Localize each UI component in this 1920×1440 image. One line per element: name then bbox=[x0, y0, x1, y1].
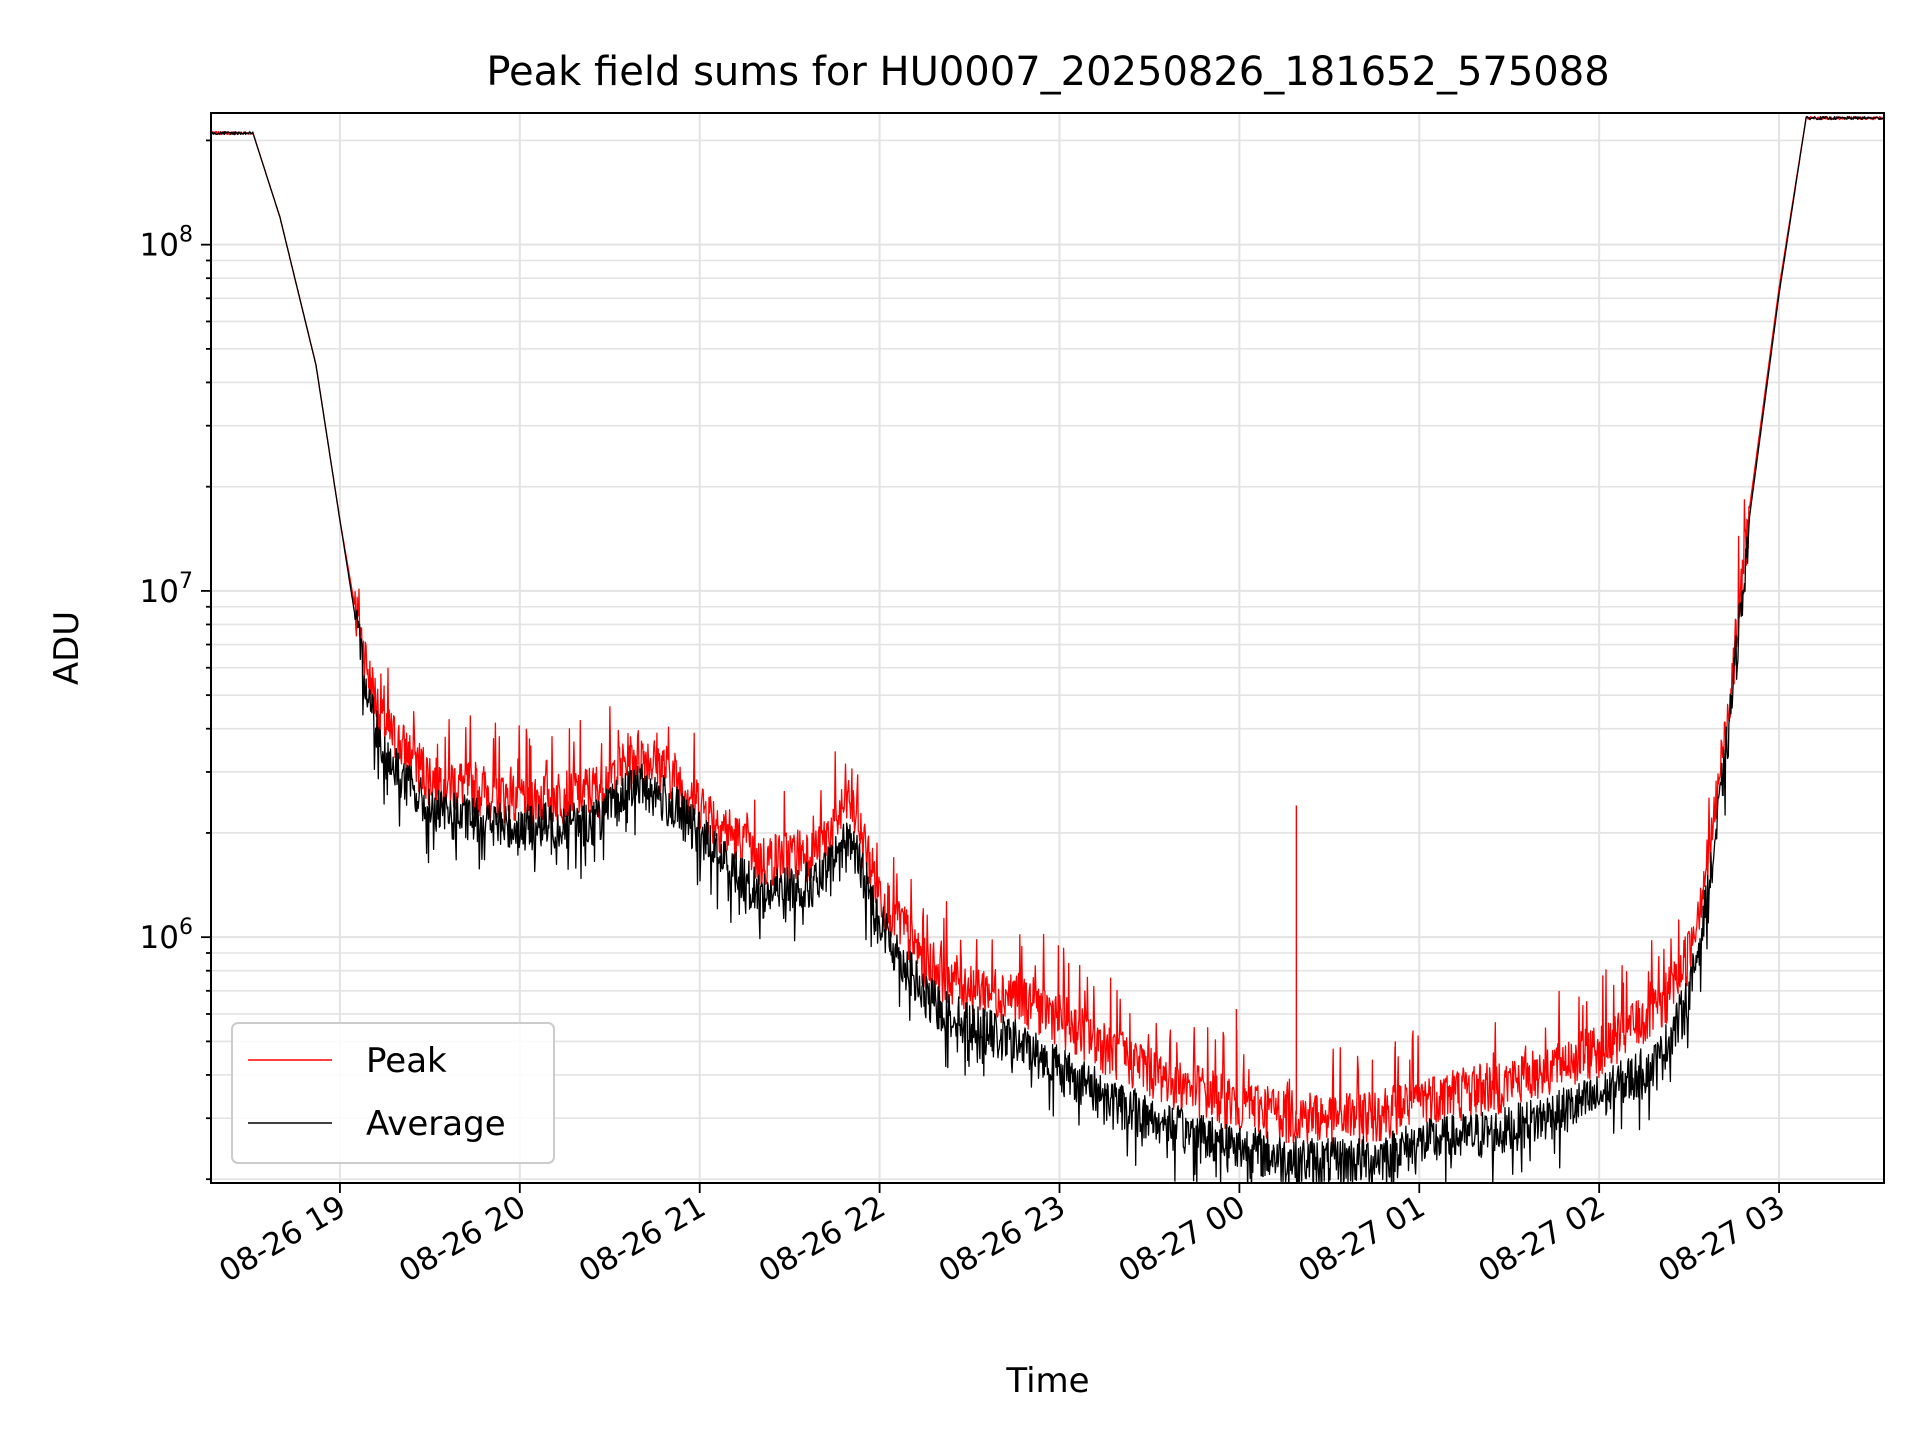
x-tick-label: 08-26 20 bbox=[393, 1189, 532, 1290]
series-layer bbox=[211, 115, 1884, 1183]
y-tick-label-base: 10 bbox=[140, 574, 179, 610]
legend-peak-label: Peak bbox=[366, 1041, 447, 1081]
x-axis-label: Time bbox=[1005, 1361, 1089, 1401]
x-tick-label: 08-26 21 bbox=[573, 1189, 712, 1290]
y-tick-label: 106 bbox=[140, 915, 193, 956]
y-tick-label-base: 10 bbox=[140, 920, 179, 956]
x-tick-label: 08-26 23 bbox=[933, 1189, 1072, 1290]
x-tick-label: 08-27 00 bbox=[1113, 1189, 1252, 1290]
x-axis: 08-26 19 08-26 20 08-26 21 08-26 22 08-26 23… bbox=[213, 1183, 1791, 1290]
x-tick-label: 08-27 03 bbox=[1652, 1189, 1791, 1290]
x-tick-label: 08-27 02 bbox=[1472, 1189, 1611, 1290]
x-tick-label: 08-26 22 bbox=[753, 1189, 892, 1290]
chart-title: Peak field sums for HU0007_20250826_1816… bbox=[486, 49, 1609, 95]
grid bbox=[211, 113, 1884, 1183]
y-axis-label: ADU bbox=[47, 611, 87, 685]
y-tick-label: 107 bbox=[140, 569, 193, 610]
y-tick-label-exponent: 7 bbox=[179, 569, 193, 594]
y-tick-label: 108 bbox=[140, 223, 193, 264]
y-tick-label-exponent: 8 bbox=[179, 223, 193, 248]
plot-frame bbox=[210, 112, 1885, 1184]
series-line-average bbox=[211, 115, 1884, 1183]
legend-box bbox=[231, 1022, 555, 1164]
legend-average-label: Average bbox=[366, 1104, 506, 1144]
x-tick-label: 08-26 19 bbox=[213, 1189, 352, 1290]
y-tick-label-base: 10 bbox=[140, 228, 179, 264]
legend: Peak Average bbox=[231, 1022, 555, 1164]
y-tick-label-exponent: 6 bbox=[179, 915, 193, 940]
series-line-peak bbox=[211, 115, 1884, 1148]
x-tick-label: 08-27 01 bbox=[1293, 1189, 1432, 1290]
plot-area bbox=[210, 112, 1885, 1184]
